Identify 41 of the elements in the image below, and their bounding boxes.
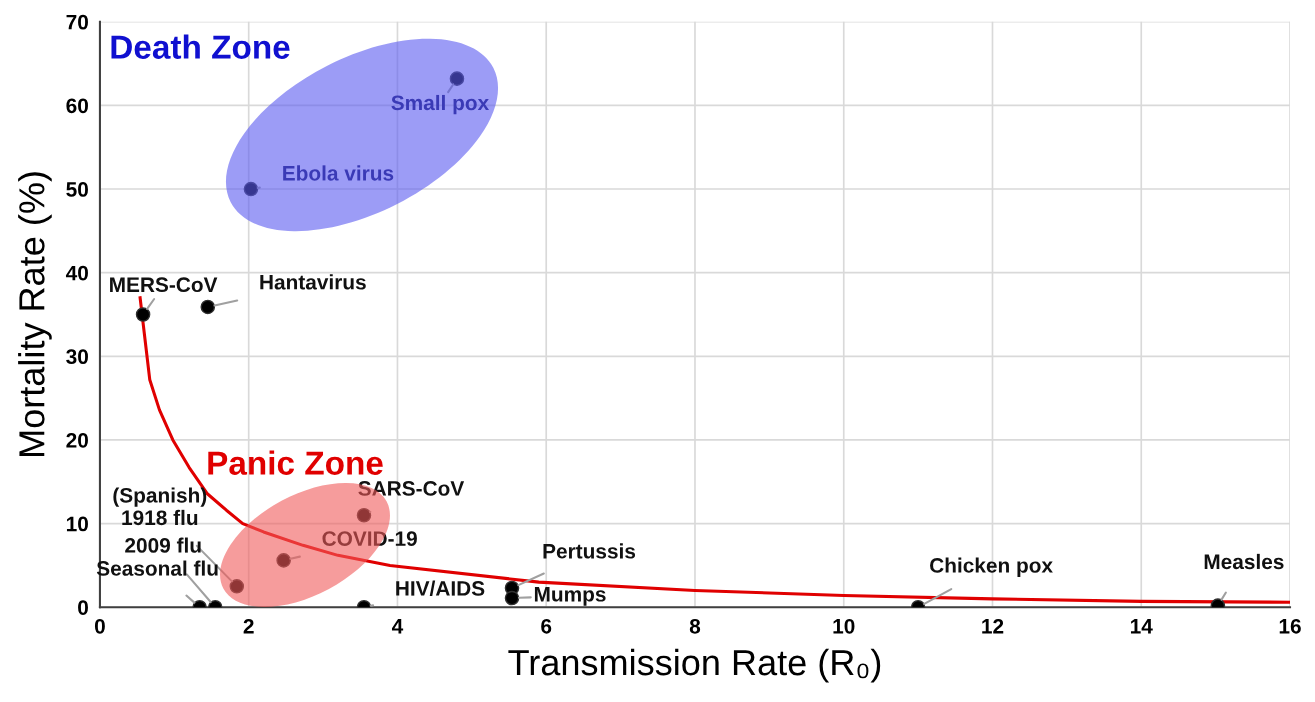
annotation: Measles <box>1204 553 1284 570</box>
y-tick-label: 30 <box>66 349 88 365</box>
x-tick-label: 4 <box>391 619 404 634</box>
y-tick-label: 40 <box>65 265 88 281</box>
point <box>229 579 245 594</box>
x-tick-label: 10 <box>833 618 855 634</box>
point <box>504 590 520 606</box>
annotation: (Spanish) 1918 flu <box>113 487 207 526</box>
annotation: Panic Zone <box>208 450 383 475</box>
y-tick-label: 0 <box>78 600 88 615</box>
y-tick-label: 60 <box>66 98 88 114</box>
annotation: 2009 flu <box>125 537 201 553</box>
y-tick-label: 50 <box>66 182 88 197</box>
y-tick-label: 10 <box>66 516 88 532</box>
x-tick-label: 0 <box>94 618 105 634</box>
y-tick-label: 20 <box>66 432 88 448</box>
point <box>200 299 216 315</box>
annotation: Chicken pox <box>930 557 1053 577</box>
point <box>356 507 372 523</box>
annotation: SARS-CoV <box>358 481 465 496</box>
annotation: MERS-CoV <box>110 277 218 293</box>
annotation: HIV/AIDS <box>396 580 485 597</box>
annotation: Pertussis <box>543 543 636 559</box>
y-tick-label: 70 <box>66 14 88 30</box>
y-axis-title: Mortality Rate (%) <box>18 172 52 456</box>
x-tick-label: 16 <box>1279 618 1301 634</box>
annotation: Hantavirus <box>260 274 366 290</box>
annotation: Death Zone <box>111 34 290 59</box>
annotation: Mumps <box>534 587 606 606</box>
x-tick-label: 14 <box>1130 619 1153 634</box>
x-tick-label: 2 <box>243 618 254 634</box>
annotation: Ebola virus <box>283 165 394 181</box>
x-tick-label: 12 <box>982 618 1004 634</box>
x-tick-label: 8 <box>689 618 701 634</box>
point <box>135 307 151 322</box>
point <box>243 181 259 197</box>
point <box>449 71 465 86</box>
point <box>276 553 291 568</box>
x-tick-label: 6 <box>541 618 552 634</box>
annotation: Small pox <box>391 94 490 115</box>
x-axis-title: Transmission Rate (R₀) <box>508 648 881 683</box>
